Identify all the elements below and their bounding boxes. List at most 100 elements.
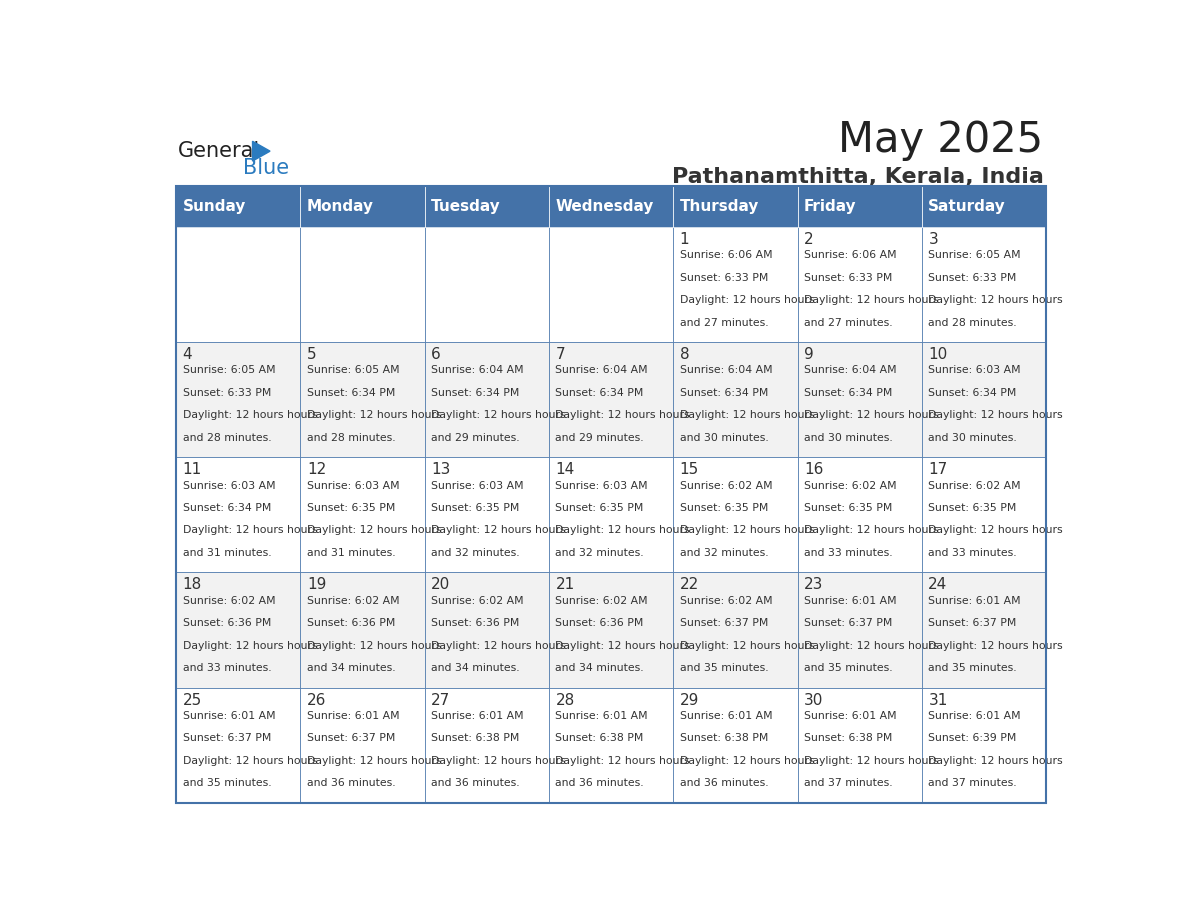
Text: 19: 19 [307, 577, 327, 592]
Text: Blue: Blue [244, 158, 290, 178]
Text: Sunrise: 6:05 AM: Sunrise: 6:05 AM [307, 365, 399, 375]
Bar [922, 227, 1047, 342]
Text: Sunset: 6:34 PM: Sunset: 6:34 PM [183, 503, 271, 513]
Bar [549, 688, 674, 803]
Text: Daylight: 12 hours hours: Daylight: 12 hours hours [556, 641, 690, 651]
Text: Sunrise: 6:05 AM: Sunrise: 6:05 AM [183, 365, 276, 375]
Bar [425, 342, 549, 457]
Text: and 32 minutes.: and 32 minutes. [680, 548, 769, 558]
Text: Sunrise: 6:02 AM: Sunrise: 6:02 AM [431, 596, 524, 606]
Text: General: General [178, 141, 260, 162]
Text: Sunrise: 6:02 AM: Sunrise: 6:02 AM [556, 596, 649, 606]
Bar [674, 573, 797, 688]
Text: and 36 minutes.: and 36 minutes. [307, 778, 396, 789]
Text: Sunset: 6:36 PM: Sunset: 6:36 PM [556, 618, 644, 628]
Bar [301, 185, 424, 227]
Text: 24: 24 [928, 577, 948, 592]
Text: Sunrise: 6:02 AM: Sunrise: 6:02 AM [928, 480, 1020, 490]
Text: Daylight: 12 hours hours: Daylight: 12 hours hours [431, 756, 565, 766]
Text: and 28 minutes.: and 28 minutes. [307, 432, 396, 442]
Text: Daylight: 12 hours hours: Daylight: 12 hours hours [183, 410, 317, 420]
Text: Sunset: 6:33 PM: Sunset: 6:33 PM [928, 273, 1017, 283]
Text: Daylight: 12 hours hours: Daylight: 12 hours hours [183, 641, 317, 651]
Text: Daylight: 12 hours hours: Daylight: 12 hours hours [183, 525, 317, 535]
Bar [922, 342, 1047, 457]
Text: and 32 minutes.: and 32 minutes. [556, 548, 644, 558]
Bar [176, 185, 1047, 803]
Text: Sunset: 6:33 PM: Sunset: 6:33 PM [680, 273, 769, 283]
Bar [549, 185, 674, 227]
Text: Sunset: 6:34 PM: Sunset: 6:34 PM [307, 387, 396, 397]
Bar [425, 688, 549, 803]
Text: 9: 9 [804, 347, 814, 362]
Text: Sunset: 6:35 PM: Sunset: 6:35 PM [556, 503, 644, 513]
Bar [797, 342, 922, 457]
Text: Sunrise: 6:02 AM: Sunrise: 6:02 AM [804, 480, 897, 490]
Text: Sunset: 6:37 PM: Sunset: 6:37 PM [680, 618, 769, 628]
Text: Sunset: 6:37 PM: Sunset: 6:37 PM [183, 733, 271, 744]
Text: Daylight: 12 hours hours: Daylight: 12 hours hours [307, 641, 442, 651]
Text: and 32 minutes.: and 32 minutes. [431, 548, 520, 558]
Text: and 35 minutes.: and 35 minutes. [804, 663, 892, 673]
Text: Daylight: 12 hours hours: Daylight: 12 hours hours [556, 525, 690, 535]
Text: and 31 minutes.: and 31 minutes. [307, 548, 396, 558]
Bar [674, 342, 797, 457]
Text: Sunrise: 6:01 AM: Sunrise: 6:01 AM [804, 711, 897, 721]
Text: Sunrise: 6:03 AM: Sunrise: 6:03 AM [431, 480, 524, 490]
Text: Daylight: 12 hours hours: Daylight: 12 hours hours [680, 756, 814, 766]
Text: Daylight: 12 hours hours: Daylight: 12 hours hours [928, 410, 1063, 420]
Text: Sunset: 6:34 PM: Sunset: 6:34 PM [556, 387, 644, 397]
Text: Sunset: 6:33 PM: Sunset: 6:33 PM [183, 387, 271, 397]
Text: and 36 minutes.: and 36 minutes. [680, 778, 769, 789]
Text: and 27 minutes.: and 27 minutes. [680, 318, 769, 328]
Text: and 27 minutes.: and 27 minutes. [804, 318, 892, 328]
Text: Sunset: 6:35 PM: Sunset: 6:35 PM [680, 503, 769, 513]
Text: Sunrise: 6:03 AM: Sunrise: 6:03 AM [307, 480, 399, 490]
Text: Daylight: 12 hours hours: Daylight: 12 hours hours [556, 756, 690, 766]
Bar [301, 457, 424, 573]
Text: Sunrise: 6:03 AM: Sunrise: 6:03 AM [556, 480, 649, 490]
Text: and 34 minutes.: and 34 minutes. [556, 663, 644, 673]
Text: Sunset: 6:39 PM: Sunset: 6:39 PM [928, 733, 1017, 744]
Text: and 34 minutes.: and 34 minutes. [307, 663, 396, 673]
Text: 15: 15 [680, 462, 699, 477]
Text: Sunrise: 6:02 AM: Sunrise: 6:02 AM [307, 596, 399, 606]
Text: 7: 7 [556, 347, 565, 362]
Bar [176, 185, 301, 227]
Text: Daylight: 12 hours hours: Daylight: 12 hours hours [804, 641, 939, 651]
Bar [301, 342, 424, 457]
Bar [674, 688, 797, 803]
Text: Sunrise: 6:04 AM: Sunrise: 6:04 AM [804, 365, 897, 375]
Bar [301, 688, 424, 803]
Bar [425, 185, 549, 227]
Text: Sunrise: 6:01 AM: Sunrise: 6:01 AM [431, 711, 524, 721]
Bar [922, 185, 1047, 227]
Text: 22: 22 [680, 577, 699, 592]
Bar [797, 227, 922, 342]
Text: Sunset: 6:38 PM: Sunset: 6:38 PM [431, 733, 519, 744]
Text: 6: 6 [431, 347, 441, 362]
Text: Daylight: 12 hours hours: Daylight: 12 hours hours [680, 410, 814, 420]
Bar [301, 573, 424, 688]
Text: and 37 minutes.: and 37 minutes. [928, 778, 1017, 789]
Text: Sunrise: 6:04 AM: Sunrise: 6:04 AM [556, 365, 649, 375]
Text: 11: 11 [183, 462, 202, 477]
Text: Sunset: 6:37 PM: Sunset: 6:37 PM [804, 618, 892, 628]
Text: Daylight: 12 hours hours: Daylight: 12 hours hours [431, 641, 565, 651]
Text: 23: 23 [804, 577, 823, 592]
Bar [674, 227, 797, 342]
Text: Daylight: 12 hours hours: Daylight: 12 hours hours [307, 756, 442, 766]
Text: 12: 12 [307, 462, 327, 477]
Text: Sunrise: 6:01 AM: Sunrise: 6:01 AM [680, 711, 772, 721]
Bar [176, 227, 301, 342]
Text: and 35 minutes.: and 35 minutes. [928, 663, 1017, 673]
Text: 25: 25 [183, 692, 202, 708]
Text: and 36 minutes.: and 36 minutes. [556, 778, 644, 789]
Text: Daylight: 12 hours hours: Daylight: 12 hours hours [183, 756, 317, 766]
Bar [922, 573, 1047, 688]
Text: May 2025: May 2025 [839, 118, 1043, 161]
Text: Sunset: 6:37 PM: Sunset: 6:37 PM [928, 618, 1017, 628]
Text: 26: 26 [307, 692, 327, 708]
Text: Sunset: 6:37 PM: Sunset: 6:37 PM [307, 733, 396, 744]
Text: Daylight: 12 hours hours: Daylight: 12 hours hours [307, 410, 442, 420]
